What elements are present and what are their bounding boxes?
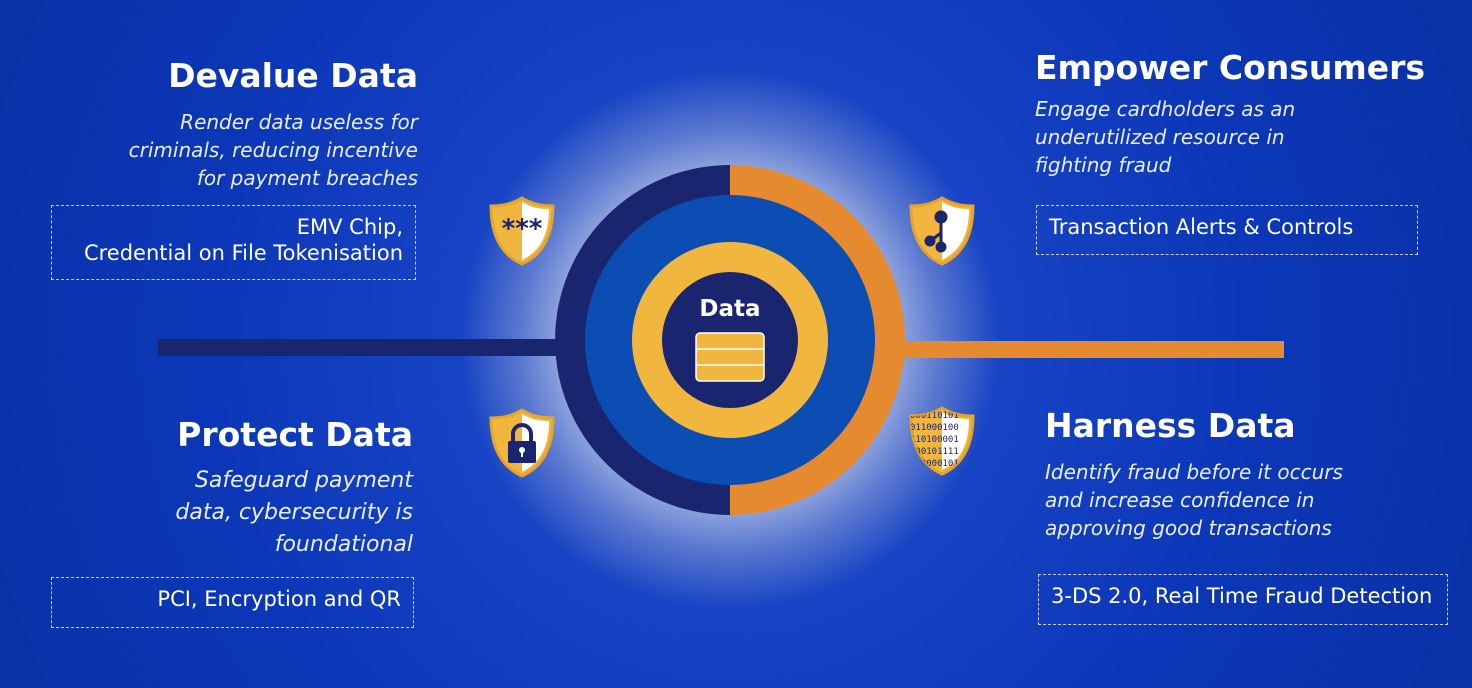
example-line: EMV Chip,: [296, 215, 403, 239]
empower-title: Empower Consumers: [1035, 48, 1426, 87]
subtitle-line: underutilized resource in: [1035, 125, 1285, 149]
database-icon: [695, 332, 765, 382]
harness-title: Harness Data: [1045, 406, 1296, 445]
example-line: Credential on File Tokenisation: [83, 241, 403, 265]
svg-text:011000100: 011000100: [910, 423, 959, 433]
svg-text:110100001: 110100001: [910, 435, 959, 445]
network-shield-icon: [909, 196, 975, 266]
subtitle-line: Engage cardholders as an: [1035, 97, 1296, 121]
empower-subtitle: Engage cardholders as an underutilized r…: [1035, 95, 1295, 179]
devalue-title: Devalue Data: [168, 56, 418, 95]
svg-text:110000101: 110000101: [910, 459, 959, 469]
subtitle-line: foundational: [274, 532, 413, 557]
svg-text:***: ***: [502, 214, 543, 244]
harness-subtitle: Identify fraud before it occurs and incr…: [1045, 458, 1343, 542]
subtitle-line: Safeguard payment: [194, 468, 413, 493]
example-line: 3-DS 2.0, Real Time Fraud Detection: [1051, 584, 1433, 608]
subtitle-line: and increase confidence in: [1045, 488, 1315, 512]
harness-examples-box: 3-DS 2.0, Real Time Fraud Detection: [1038, 574, 1448, 625]
devalue-subtitle: Render data useless for criminals, reduc…: [129, 108, 418, 192]
empower-examples-box: Transaction Alerts & Controls: [1036, 205, 1418, 255]
example-line: Transaction Alerts & Controls: [1049, 215, 1354, 239]
subtitle-line: Render data useless for: [180, 110, 418, 134]
devalue-examples-box: EMV Chip, Credential on File Tokenisatio…: [51, 205, 416, 280]
left-connector-line: [158, 339, 558, 356]
subtitle-line: data, cybersecurity is: [175, 500, 413, 525]
subtitle-line: approving good transactions: [1045, 516, 1332, 540]
protect-title: Protect Data: [177, 415, 413, 454]
subtitle-line: fighting fraud: [1035, 153, 1172, 177]
subtitle-line: Identify fraud before it occurs: [1045, 460, 1343, 484]
center-label: Data: [699, 296, 761, 322]
data-ring-diagram: [555, 165, 905, 515]
right-connector-line: [900, 341, 1284, 358]
subtitle-line: for payment breaches: [196, 166, 418, 190]
svg-text:000110101: 000110101: [910, 411, 959, 421]
binary-shield-icon: 000110101 011000100 110100001 000101111 1100…: [909, 406, 975, 476]
asterisk-shield-icon: ***: [489, 196, 555, 266]
svg-text:000101111: 000101111: [910, 447, 959, 457]
subtitle-line: criminals, reducing incentive: [128, 138, 418, 162]
lock-shield-icon: [489, 408, 555, 478]
protect-subtitle: Safeguard payment data, cybersecurity is…: [175, 465, 413, 561]
protect-examples-box: PCI, Encryption and QR: [51, 577, 414, 628]
example-line: PCI, Encryption and QR: [157, 587, 401, 611]
